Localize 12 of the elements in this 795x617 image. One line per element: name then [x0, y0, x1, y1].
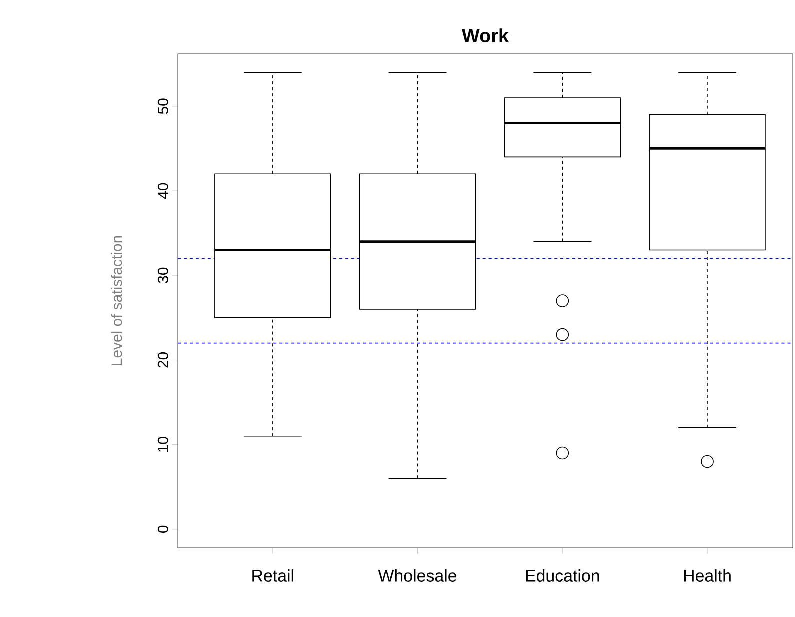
y-tick-label: 0 — [158, 526, 168, 533]
y-tick-label: 40 — [158, 183, 168, 199]
y-tick-label: 20 — [158, 352, 168, 368]
x-tick-label: Retail — [252, 570, 294, 582]
x-tick-label: Health — [684, 570, 731, 582]
y-tick-label: 50 — [158, 98, 168, 114]
chart-title: Work — [462, 28, 510, 42]
x-tick-label: Wholesale — [378, 570, 457, 582]
y-axis-title: Level of satisfaction — [111, 236, 122, 366]
y-tick-label: 30 — [158, 268, 168, 284]
x-tick-label: Education — [526, 570, 600, 582]
y-tick-label: 10 — [158, 437, 168, 452]
